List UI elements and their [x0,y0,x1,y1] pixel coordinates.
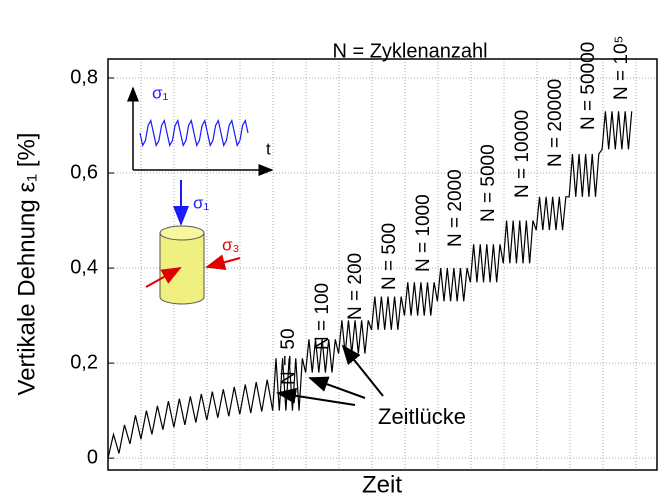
gap-arrow [341,344,384,397]
cycle-label: N = 5000 [478,144,499,222]
cycle-label: N = 500 [379,223,400,290]
cycle-label: N = 50 [278,328,299,385]
cycle-label: N = 200 [345,253,366,320]
y-tick-label: 0,6 [70,161,98,183]
inset: σ₁ t σ₁ σ₃ [127,83,274,305]
cycle-label: N = 20000 [545,79,566,167]
chart-title: N = Zyklenanzahl [332,40,487,62]
cycle-label: N = 10⁵ [611,36,632,100]
plot-frame [107,58,658,471]
inset-label: σ₁ [193,193,209,212]
inset-arrow [205,254,241,270]
cycle-label: N = 100 [312,283,333,350]
y-tick-label: 0 [87,446,98,468]
gap-label: Zeitlücke [378,404,466,429]
inset-label: t [266,139,271,158]
x-axis-label: Zeit [362,471,402,498]
line [107,111,633,459]
y-axis-label: Vertikale Dehnung ε₁ [%] [13,133,40,396]
cycle-label: N = 1000 [413,194,434,272]
cylinder [159,225,205,241]
y-tick-label: 0,2 [70,351,98,373]
cycle-label: N = 2000 [445,169,466,247]
inset-label: σ₃ [222,235,239,254]
inset-arrow [145,267,182,288]
inset-label: σ₁ [152,83,168,102]
inset-wave [139,118,249,148]
cycle-label: N = 10000 [512,110,533,198]
y-tick-label: 0,8 [70,66,98,88]
cylinder [160,233,204,297]
cycle-label: N = 50000 [578,42,599,130]
gap-arrow [308,376,366,399]
gap-arrow [276,387,356,406]
y-tick-label: 0,4 [70,256,98,278]
